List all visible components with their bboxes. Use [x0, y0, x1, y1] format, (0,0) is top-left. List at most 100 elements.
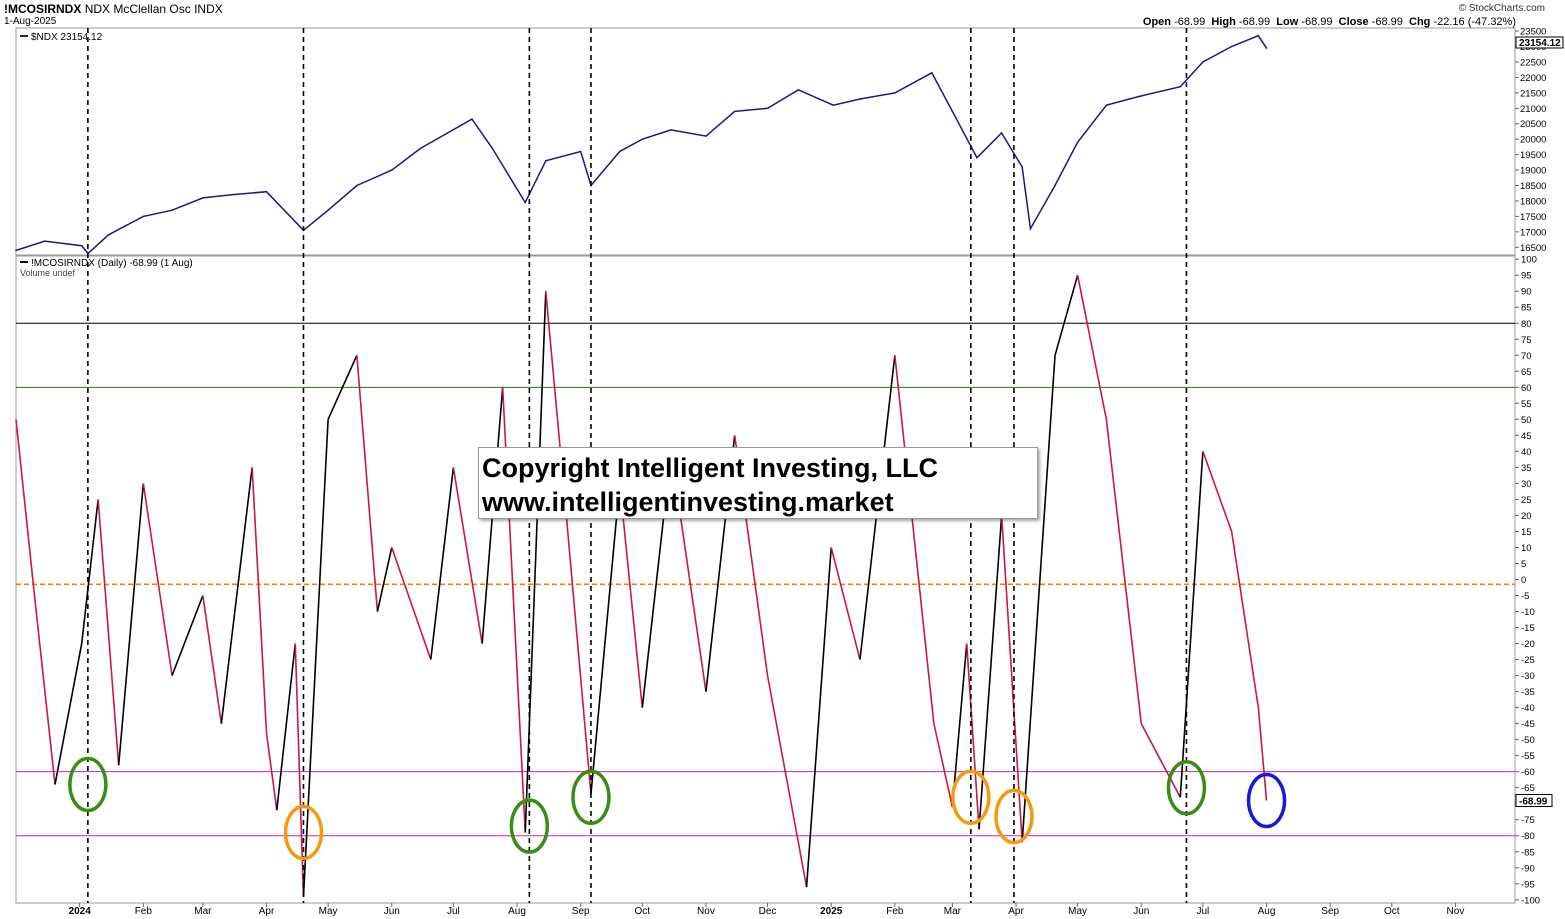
watermark-line2: www.intelligentinvesting.market [482, 487, 894, 517]
osc-segment-down [142, 483, 173, 676]
osc-y-tick-label: 15 [1521, 527, 1532, 538]
osc-segment-down [202, 595, 223, 724]
ndx-data-point [618, 150, 621, 153]
osc-y-tick-label: -25 [1521, 655, 1535, 666]
ndx-data-point [1000, 132, 1003, 134]
osc-segment-down [1000, 515, 1023, 843]
close-value: -68.99 [1371, 16, 1403, 28]
ndx-data-point [419, 147, 422, 150]
orange-annotation-circle [283, 804, 324, 861]
osc-y-tick-label: 30 [1521, 479, 1532, 490]
osc-y-tick-label: -30 [1521, 671, 1535, 682]
green-annotation-circle [1166, 759, 1207, 816]
ndx-y-tick-label: 16500 [1520, 243, 1546, 254]
ndx-data-point [1230, 45, 1233, 48]
osc-segment-up [171, 595, 204, 676]
osc-y-tick-label: -80 [1521, 831, 1535, 842]
osc-segment-down [618, 483, 644, 708]
close-label: Close [1338, 16, 1369, 28]
osc-segment-up [54, 643, 83, 785]
ndx-last-value: 23154.12 [1519, 38, 1561, 49]
low-label: Low [1276, 16, 1299, 28]
osc-segment-up [805, 547, 833, 888]
ndx-data-point [202, 197, 204, 199]
ndx-data-point [931, 71, 933, 74]
osc-segment-up [978, 515, 1003, 830]
symbol-description: NDX McClellan Osc [84, 2, 191, 16]
osc-y-tick-label: 45 [1521, 431, 1532, 442]
x-tick-label: Mar [944, 906, 962, 917]
ndx-data-point [832, 104, 835, 107]
ndx-y-tick-label: 22000 [1520, 73, 1546, 84]
ndx-legend: $NDX 23154.12 [31, 32, 103, 43]
osc-y-tick-label: 95 [1521, 271, 1532, 282]
ndx-data-point [859, 98, 861, 100]
ndx-data-point [1179, 85, 1182, 88]
osc-y-tick-label: -45 [1521, 719, 1535, 730]
osc-y-tick-label: 75 [1521, 335, 1532, 346]
ndx-data-point [1076, 141, 1079, 144]
blue-annotation-circle [1246, 772, 1287, 829]
osc-segment-up [429, 467, 455, 660]
x-tick-label: Sep [572, 906, 590, 917]
ndx-price-line [15, 34, 1268, 255]
x-tick-label: Feb [135, 906, 153, 917]
osc-y-tick-label: -10 [1521, 607, 1535, 618]
osc-y-tick-label: 40 [1521, 447, 1532, 458]
osc-segment-down [391, 547, 432, 660]
ndx-data-point [976, 156, 978, 159]
osc-segment-down [565, 515, 592, 795]
osc-segment-down [251, 467, 268, 734]
osc-y-tick-label: 20 [1521, 511, 1532, 522]
osc-segment-down [830, 547, 861, 660]
green-annotation-circle [68, 756, 108, 813]
ndx-data-point [15, 249, 17, 252]
orange-annotation-circle [951, 769, 991, 826]
ndx-y-tick-label: 19000 [1520, 166, 1546, 177]
x-tick-label: Sep [1321, 906, 1339, 917]
symbol: !MCOSIRNDX [4, 2, 82, 16]
ndx-data-point [524, 201, 527, 204]
ndx-data-point [80, 244, 83, 247]
exchange: INDX [194, 2, 223, 16]
osc-y-tick-label: 85 [1521, 303, 1532, 314]
ndx-data-point [579, 150, 582, 153]
x-tick-label: May [1068, 906, 1087, 917]
osc-last-value: -68.99 [1519, 797, 1548, 808]
osc-segment-down [894, 355, 935, 724]
osc-segment-down [1076, 275, 1108, 420]
osc-segment-down [1202, 451, 1233, 532]
osc-segment-down [356, 355, 379, 612]
x-tick-label: 2025 [820, 906, 843, 917]
copyright-watermark: Copyright Intelligent Investing, LLC www… [478, 447, 1038, 519]
x-tick-label: Aug [1258, 906, 1276, 917]
ndx-data-point [733, 110, 736, 113]
osc-segment-up [590, 483, 621, 795]
volume-legend: Volume undef [20, 268, 76, 278]
high-label: High [1211, 16, 1236, 28]
ndx-data-point [142, 215, 145, 218]
ndx-y-tick-label: 19500 [1520, 150, 1546, 161]
osc-y-tick-label: -85 [1521, 847, 1535, 858]
ndx-data-point [641, 138, 644, 140]
osc-y-tick-label: -60 [1521, 767, 1535, 778]
x-tick-label: 2024 [69, 906, 92, 917]
ndx-data-point [390, 169, 393, 171]
ndx-data-point [1257, 34, 1260, 37]
chart-header-symbol: !MCOSIRNDX NDX McClellan Osc INDX [4, 2, 223, 16]
ndx-data-point [1105, 104, 1108, 107]
osc-segment-up [376, 547, 393, 612]
watermark-line1: Copyright Intelligent Investing, LLC [482, 453, 938, 483]
ndx-data-point [107, 234, 110, 236]
ndx-y-tick-label: 17000 [1520, 227, 1546, 238]
osc-segment-up [1054, 275, 1079, 356]
x-tick-label: Aug [508, 906, 526, 917]
osc-segment-up [220, 467, 253, 724]
x-tick-label: Dec [759, 906, 777, 917]
ndx-y-tick-label: 23500 [1520, 27, 1546, 38]
osc-y-tick-label: -55 [1521, 751, 1535, 762]
osc-y-tick-label: 5 [1521, 559, 1526, 570]
osc-y-tick-label: 60 [1521, 383, 1532, 394]
ndx-data-point [670, 129, 672, 131]
ndx-data-point [544, 160, 547, 162]
